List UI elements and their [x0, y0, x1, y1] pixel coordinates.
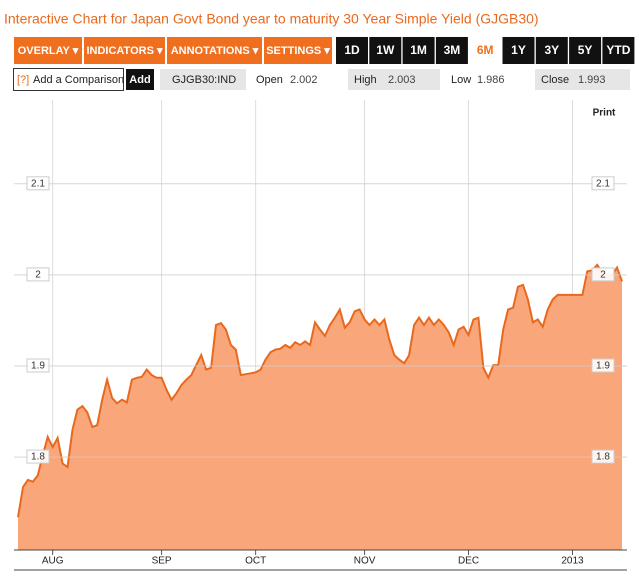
quote-box [348, 69, 440, 90]
y-tick-label: 2 [600, 270, 606, 281]
add-button[interactable] [126, 69, 154, 90]
x-tick-label: DEC [458, 556, 479, 567]
quote-label: High [354, 74, 377, 86]
y-tick-box [591, 267, 615, 282]
x-tick-label: AUG [42, 556, 64, 567]
comparison-input[interactable] [13, 68, 124, 91]
menu-button[interactable] [264, 37, 332, 64]
y-tick-box [591, 449, 615, 464]
quote-value: 2.003 [388, 74, 416, 86]
menu-label[interactable]: ANNOTATIONS ▾ [171, 45, 259, 57]
quote-value: 1.986 [477, 74, 505, 86]
menu-label[interactable]: INDICATORS ▾ [86, 45, 162, 57]
y-tick-box [591, 358, 615, 373]
y-tick-label: 2.1 [596, 178, 610, 189]
y-tick-label: 2.1 [31, 178, 45, 189]
quote-box [535, 69, 630, 90]
menu-button[interactable] [84, 37, 165, 64]
menu-button[interactable] [167, 37, 262, 64]
range-button[interactable] [435, 37, 468, 64]
range-label[interactable]: 1W [376, 43, 395, 57]
x-tick-label: OCT [245, 556, 266, 567]
range-label[interactable]: 1Y [511, 43, 526, 57]
range-button[interactable] [535, 37, 568, 64]
range-button[interactable] [502, 37, 535, 64]
y-tick-box [26, 449, 50, 464]
y-tick-label: 1.9 [31, 361, 45, 372]
x-tick-label: NOV [354, 556, 376, 567]
y-tick-label: 1.9 [596, 361, 610, 372]
range-button[interactable] [469, 37, 502, 64]
y-tick-box [26, 358, 50, 373]
ticker: GJGB30:IND [172, 74, 236, 86]
y-tick-label: 1.8 [596, 452, 610, 463]
menu-label[interactable]: SETTINGS ▾ [266, 45, 330, 57]
ticker-box [160, 69, 246, 90]
quote-label: Low [451, 74, 471, 86]
help-link[interactable]: [?] [17, 74, 29, 86]
y-tick-label: 2 [35, 270, 41, 281]
menu-label[interactable]: OVERLAY ▾ [18, 45, 79, 57]
range-label[interactable]: 6M [477, 43, 494, 57]
y-tick-box [591, 176, 615, 191]
range-label[interactable]: YTD [606, 43, 630, 57]
range-label[interactable]: 3Y [544, 43, 559, 57]
range-button[interactable] [602, 37, 635, 64]
range-button[interactable] [369, 37, 402, 64]
menu-button[interactable] [14, 37, 82, 64]
range-label[interactable]: 1M [410, 43, 427, 57]
y-tick-box [26, 176, 50, 191]
area [18, 264, 622, 550]
y-tick-label: 1.8 [31, 452, 45, 463]
range-label[interactable]: 3M [444, 43, 461, 57]
comparison-placeholder[interactable]: Add a Comparison [33, 74, 124, 86]
quote-value: 1.993 [578, 74, 606, 86]
range-button[interactable] [336, 37, 368, 64]
chart-title: Interactive Chart for Japan Govt Bond ye… [4, 11, 539, 27]
range-button[interactable] [569, 37, 602, 64]
range-label[interactable]: 5Y [578, 43, 593, 57]
x-tick-label: SEP [152, 556, 172, 567]
line [17, 263, 623, 518]
print-link[interactable]: Print [593, 108, 616, 119]
quote-label: Open [256, 74, 283, 86]
x-tick-label: 2013 [561, 556, 584, 567]
quote-value: 2.002 [290, 74, 318, 86]
y-tick-box [26, 267, 50, 282]
add-label[interactable]: Add [129, 74, 150, 86]
range-button[interactable] [402, 37, 435, 64]
quote-label: Close [541, 74, 569, 86]
range-label[interactable]: 1D [344, 43, 360, 57]
